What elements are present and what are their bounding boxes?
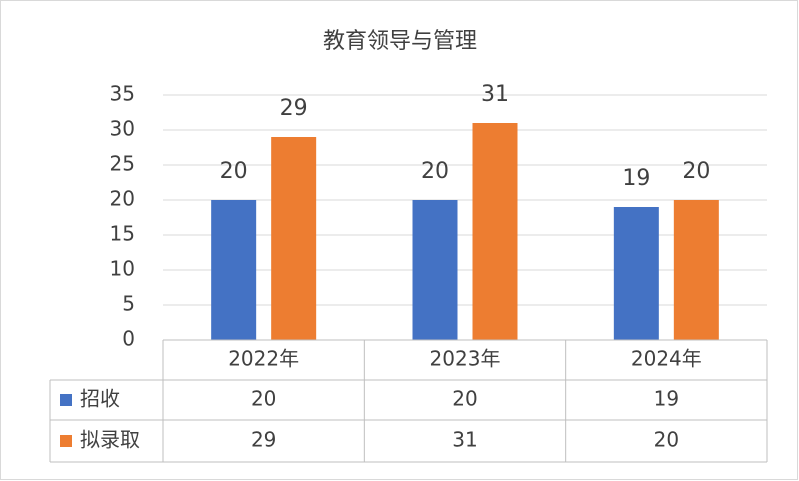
y-tick-label: 35 [110, 82, 135, 106]
table-cell: 19 [654, 387, 679, 411]
data-label: 20 [421, 159, 449, 184]
bar [472, 123, 518, 340]
y-tick-label: 10 [110, 257, 135, 281]
data-label: 19 [622, 166, 650, 191]
x-tick-label: 2024年 [631, 347, 702, 371]
data-label: 20 [682, 159, 710, 184]
x-tick-label: 2023年 [430, 347, 501, 371]
table-cell: 31 [452, 428, 477, 452]
legend-key [60, 394, 72, 406]
y-tick-label: 30 [110, 117, 135, 141]
chart-title: 教育领导与管理 [323, 29, 477, 54]
table-cell: 20 [654, 428, 679, 452]
legend-label: 招收 [80, 387, 120, 411]
bar [271, 137, 317, 340]
table-cell: 20 [251, 387, 276, 411]
x-tick-label: 2022年 [228, 347, 299, 371]
y-tick-label: 25 [110, 152, 135, 176]
bar [673, 200, 719, 340]
y-tick-label: 20 [110, 187, 135, 211]
data-label: 31 [481, 82, 509, 107]
bar [412, 200, 458, 340]
data-label: 29 [280, 96, 308, 121]
legend-key [60, 435, 72, 447]
legend-label: 拟录取 [80, 428, 140, 452]
bar [613, 207, 659, 340]
y-tick-label: 0 [122, 327, 135, 351]
data-label: 20 [220, 159, 248, 184]
bar [211, 200, 257, 340]
table-cell: 29 [251, 428, 276, 452]
table-cell: 20 [452, 387, 477, 411]
y-tick-label: 5 [122, 292, 135, 316]
y-tick-label: 15 [110, 222, 135, 246]
